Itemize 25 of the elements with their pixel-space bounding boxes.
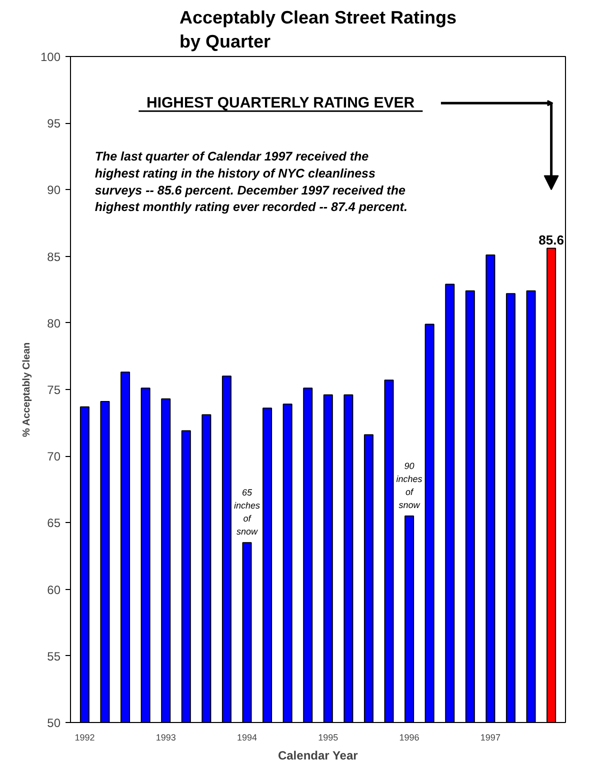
y-tick-label: 75 [47, 383, 61, 397]
x-tick-label: 1995 [318, 732, 338, 742]
annotation: 90 inches of snow [396, 461, 423, 510]
y-tick-label: 80 [47, 316, 61, 330]
y-tick-label: 85 [47, 250, 61, 264]
x-tick-label: 1992 [74, 732, 95, 742]
y-tick-label: 70 [47, 450, 61, 464]
data-label: 85.6 [538, 232, 564, 248]
y-tick-label: 100 [40, 50, 61, 64]
y-tick-label: 65 [47, 516, 61, 530]
chart-title: Acceptably Clean Street Ratings by Quarter [179, 8, 457, 52]
x-tick-label: 1997 [480, 732, 500, 742]
x-tick-label: 1994 [236, 732, 258, 742]
y-tick-label: 90 [47, 183, 61, 198]
x-tick-label: 1996 [399, 732, 420, 742]
x-axis-title: Calendar Year [278, 748, 358, 762]
y-tick-label: 60 [47, 582, 61, 597]
y-tick-label: 95 [47, 116, 61, 131]
y-tick-label: 55 [47, 649, 61, 664]
x-tick-label: 1993 [156, 732, 176, 742]
annotation: The last quarter of Calendar 1997 received the highest rating in the history of NYC cleanliness surveys -- 85.6 percent. December 1997 received the highest monthly rating ever recorded -- 87.4 percent. [94, 150, 408, 214]
y-axis-title: % Acceptably Clean [21, 342, 32, 438]
annotation: 65 inches of snow [234, 488, 261, 537]
y-tick-label: 50 [47, 716, 61, 730]
annotation: HIGHEST QUARTERLY RATING EVER [146, 94, 415, 112]
